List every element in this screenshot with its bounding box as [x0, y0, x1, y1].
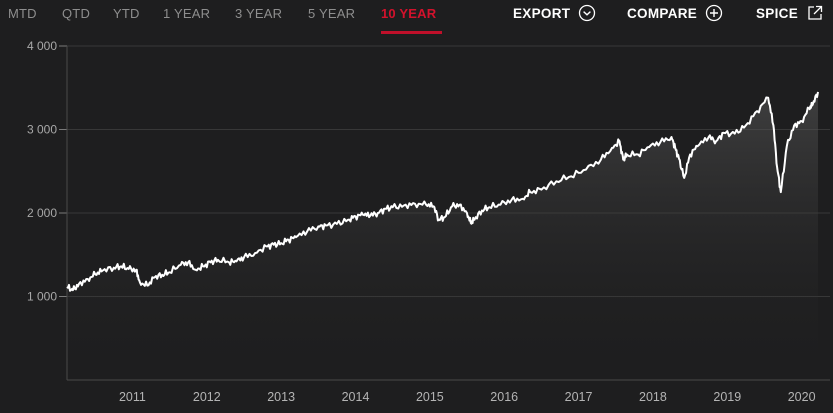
x-tick-label: 2016 [490, 390, 518, 404]
tab-3-year[interactable]: 3 YEAR [235, 6, 283, 21]
chevron-down-circle-icon [578, 4, 596, 22]
series-line [66, 91, 819, 292]
compare-button[interactable]: COMPARE [627, 4, 723, 22]
compare-label: COMPARE [627, 5, 698, 21]
tab-ytd[interactable]: YTD [113, 6, 140, 21]
export-button[interactable]: EXPORT [513, 4, 596, 22]
x-tick-label: 2017 [565, 390, 593, 404]
plus-circle-icon [705, 4, 723, 22]
y-tick-label: 4 000 [27, 39, 57, 53]
toolbar: MTD QTD YTD 1 YEAR 3 YEAR 5 YEAR 10 YEAR… [0, 0, 833, 36]
tab-qtd[interactable]: QTD [62, 6, 91, 21]
x-tick-label: 2015 [416, 390, 444, 404]
x-tick-label: 2011 [119, 390, 146, 404]
spice-link[interactable]: SPICE [756, 4, 824, 22]
price-chart: 1 000 2 000 3 000 4 000 2011 2012 2013 2014 2015… [0, 36, 833, 408]
x-tick-label: 2018 [639, 390, 667, 404]
y-tick-label: 2 000 [27, 206, 57, 220]
series-area [67, 91, 818, 381]
x-tick-label: 2014 [342, 390, 370, 404]
x-tick-label: 2020 [788, 390, 816, 404]
active-tab-indicator [381, 31, 442, 34]
chart-svg: 1 000 2 000 3 000 4 000 2011 2012 2013 2014 2015… [27, 39, 830, 404]
export-label: EXPORT [513, 5, 571, 21]
x-tick-label: 2013 [267, 390, 295, 404]
x-tick-label: 2019 [713, 390, 741, 404]
tab-mtd[interactable]: MTD [8, 6, 37, 21]
tab-1-year[interactable]: 1 YEAR [163, 6, 211, 21]
tab-10-year[interactable]: 10 YEAR [381, 6, 437, 21]
x-tick-label: 2012 [193, 390, 221, 404]
external-link-icon [806, 4, 824, 22]
y-tick-label: 3 000 [27, 123, 57, 137]
tab-5-year[interactable]: 5 YEAR [308, 6, 356, 21]
y-tick-label: 1 000 [27, 290, 57, 304]
spice-label: SPICE [756, 5, 799, 21]
